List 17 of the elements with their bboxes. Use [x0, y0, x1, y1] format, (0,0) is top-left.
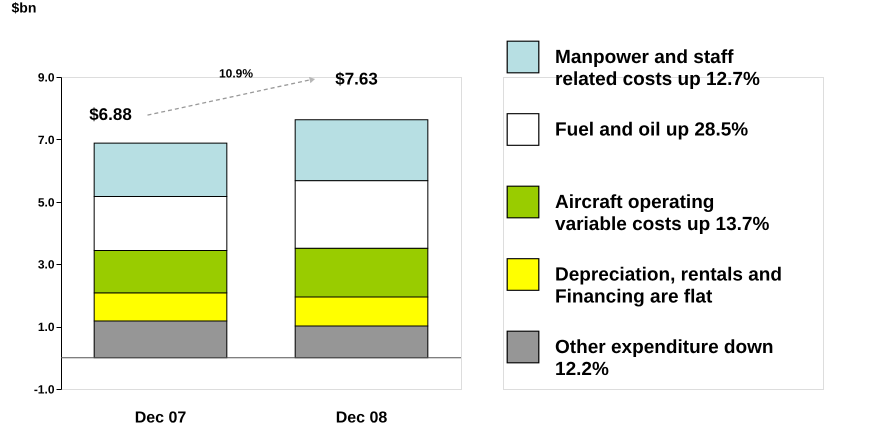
legend-label: Manpower and staff related costs up 12.7%: [555, 47, 760, 90]
legend-label: Other expenditure down 12.2%: [555, 337, 774, 380]
x-tick-label: Dec 08: [336, 410, 388, 426]
legend-label: Depreciation, rentals and Financing are flat: [555, 264, 782, 308]
y-axis-title: $bn: [12, 0, 36, 16]
y-tick-label: 5.0: [38, 195, 55, 210]
legend-label: Fuel and oil up 28.5%: [555, 120, 748, 140]
y-tick-label: 3.0: [38, 258, 55, 272]
annotation: 10.9%: [218, 66, 254, 80]
y-tick-label: 7.0: [38, 132, 55, 147]
total-label: $6.88: [89, 105, 132, 124]
y-tick-label: 1.0: [38, 320, 55, 334]
legend-label: Aircraft operating variable costs up 13.7%: [555, 192, 770, 235]
total-label: $7.63: [335, 70, 378, 89]
x-tick-label: Dec 07: [134, 410, 186, 426]
y-tick-label: -1.0: [34, 382, 55, 396]
y-tick-label: 9.0: [38, 70, 55, 84]
